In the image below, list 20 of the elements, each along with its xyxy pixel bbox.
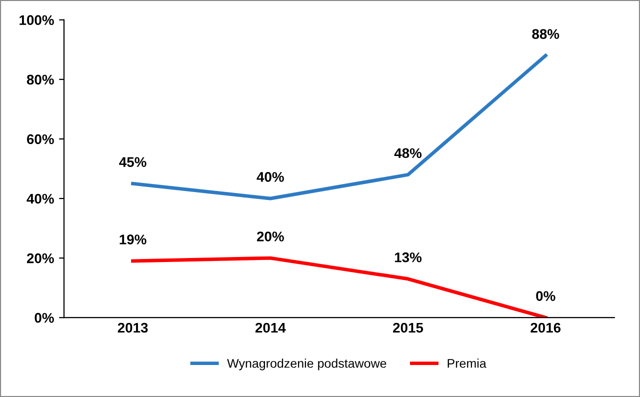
y-tick-label: 0% xyxy=(34,312,54,323)
data-label: 13% xyxy=(394,252,422,262)
y-tick-label: 20% xyxy=(26,253,54,264)
y-tick-label: 80% xyxy=(26,74,54,85)
data-label: 19% xyxy=(120,234,146,244)
data-label: 48% xyxy=(394,148,422,158)
legend-label: Premia xyxy=(448,358,486,368)
data-label: 88% xyxy=(532,29,560,39)
y-tick-label: 100% xyxy=(20,15,54,26)
data-label: 40% xyxy=(256,172,284,182)
y-tick-label: 40% xyxy=(26,194,54,204)
data-label: 0% xyxy=(536,291,556,301)
y-tick-label: 60% xyxy=(26,134,54,144)
x-tick-label: 2015 xyxy=(393,322,424,333)
x-tick-label: 2014 xyxy=(255,322,286,333)
data-label: 20% xyxy=(256,232,284,242)
data-label: 45% xyxy=(119,157,146,167)
x-tick-label: 2013 xyxy=(118,322,148,333)
legend-label: Wynagrodzenie podstawowe xyxy=(227,358,386,370)
x-tick-label: 2016 xyxy=(530,322,561,333)
